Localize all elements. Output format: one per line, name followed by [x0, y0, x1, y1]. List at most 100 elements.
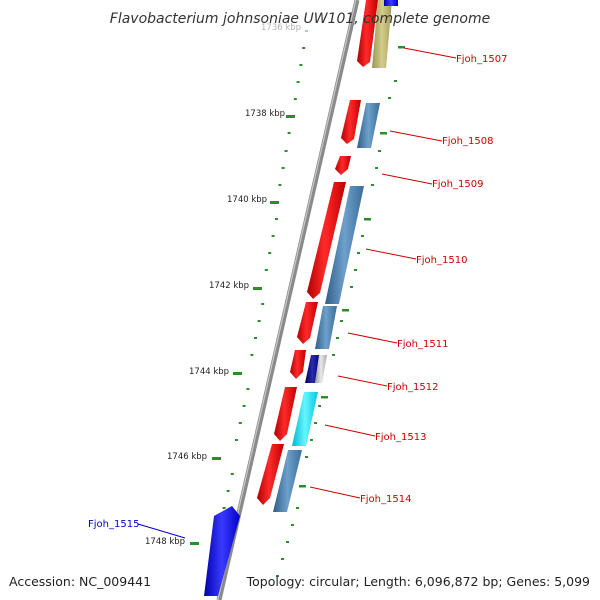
minor-tick — [361, 235, 364, 237]
minor-tick — [284, 150, 288, 152]
minor-tick — [357, 252, 360, 254]
minor-tick — [246, 388, 250, 390]
minor-tick — [261, 303, 265, 305]
kbp-label-1748: 1748 kbp — [145, 537, 185, 547]
gene-label-fjoh-1509[interactable]: Fjoh_1509 — [432, 179, 483, 190]
leader-fjoh-1507 — [403, 47, 457, 59]
gene-features — [204, 0, 398, 596]
minor-tick — [318, 405, 321, 407]
minor-tick — [299, 64, 303, 66]
minor-tick — [275, 218, 278, 220]
minor-tick — [268, 252, 272, 254]
major-tick — [270, 201, 279, 204]
gene-fjoh-1511-a[interactable] — [297, 302, 318, 344]
accession-text: Accession: NC_009441 — [9, 574, 151, 589]
kbp-labels: 1736 kbp 1738 kbp 1740 kbp 1742 kbp 1744… — [145, 23, 301, 547]
minor-tick — [271, 235, 275, 237]
kbp-label-1738: 1738 kbp — [245, 109, 285, 119]
gene-label-fjoh-1513[interactable]: Fjoh_1513 — [375, 432, 426, 443]
minor-tick — [305, 30, 308, 32]
leader-fjoh-1513 — [324, 424, 376, 437]
gene-fjoh-1514-b[interactable] — [273, 450, 302, 512]
gene-label-fjoh-1515[interactable]: Fjoh_1515 — [88, 519, 139, 530]
minor-tick — [257, 320, 261, 322]
minor-tick — [378, 150, 381, 152]
gene-fjoh-1512-a[interactable] — [290, 350, 306, 379]
kbp-label-1736: 1736 kbp — [261, 23, 301, 33]
minor-tick — [281, 558, 284, 560]
gene-fjoh-1513-b[interactable] — [292, 392, 318, 446]
minor-tick — [278, 184, 282, 186]
minor-tick — [296, 507, 299, 509]
minor-tick — [250, 354, 254, 356]
gene-fjoh-1511-b[interactable] — [315, 306, 337, 349]
genome-backbone — [216, 0, 360, 600]
minor-tick — [332, 354, 335, 356]
gene-fjoh-1509[interactable] — [335, 156, 351, 175]
minor-tick — [388, 97, 391, 99]
gene-label-fjoh-1507[interactable]: Fjoh_1507 — [456, 54, 507, 65]
minor-tick — [235, 439, 238, 441]
label-leaders — [137, 47, 457, 539]
leader-fjoh-1509 — [381, 173, 433, 185]
minor-tick — [230, 473, 234, 475]
minor-tick — [281, 167, 285, 169]
gene-fjoh-1513-a[interactable] — [274, 387, 297, 441]
minor-tick — [350, 286, 353, 288]
gene-label-fjoh-1510[interactable]: Fjoh_1510 — [416, 255, 467, 266]
gene-label-fjoh-1508[interactable]: Fjoh_1508 — [442, 136, 493, 147]
gene-fjoh-1507-a[interactable] — [357, 0, 378, 67]
gene-labels: Fjoh_1507 Fjoh_1508 Fjoh_1509 Fjoh_1510 … — [88, 54, 507, 530]
minor-tick — [287, 132, 291, 134]
gene-label-fjoh-1514[interactable]: Fjoh_1514 — [360, 494, 411, 505]
minor-tick — [238, 422, 242, 424]
minor-tick — [226, 490, 230, 492]
minor-tick — [305, 456, 308, 458]
minor-tick — [394, 80, 397, 82]
major-tick — [253, 287, 262, 290]
minor-tick — [291, 524, 294, 526]
inner-tick-track — [190, 30, 308, 594]
gene-label-fjoh-1511[interactable]: Fjoh_1511 — [397, 339, 448, 350]
kbp-label-1742: 1742 kbp — [209, 281, 249, 291]
gene-fjoh-1515[interactable] — [204, 506, 240, 596]
gene-fjoh-1514-a[interactable] — [257, 444, 284, 505]
major-tick — [286, 115, 295, 118]
major-tick — [233, 372, 242, 375]
minor-tick — [380, 132, 387, 135]
minor-tick — [296, 81, 300, 83]
topology-text: Topology: circular; Length: 6,096,872 bp… — [246, 574, 590, 589]
minor-tick — [302, 47, 306, 49]
gene-label-fjoh-1512[interactable]: Fjoh_1512 — [387, 382, 438, 393]
gene-fjoh-1508-a[interactable] — [341, 100, 361, 144]
gene-fjoh-1507-b[interactable] — [372, 0, 392, 68]
minor-tick — [276, 575, 279, 577]
minor-tick — [293, 98, 297, 100]
gene-fjoh-1507-c[interactable] — [384, 0, 398, 6]
minor-tick — [375, 167, 378, 169]
leader-fjoh-1508 — [389, 130, 443, 142]
leader-fjoh-1514 — [309, 486, 361, 499]
minor-tick — [242, 405, 246, 407]
gene-fjoh-1510-a[interactable] — [307, 182, 346, 299]
kbp-label-1740: 1740 kbp — [227, 195, 267, 205]
minor-tick — [398, 46, 405, 49]
minor-tick — [254, 337, 257, 339]
gene-fjoh-1512-c[interactable] — [315, 355, 327, 383]
map-title: Flavobacterium johnsoniae UW101, complet… — [110, 11, 490, 27]
minor-tick — [354, 269, 357, 271]
kbp-label-1744: 1744 kbp — [189, 367, 229, 377]
major-tick — [212, 457, 221, 460]
minor-tick — [222, 507, 226, 509]
leader-fjoh-1512 — [337, 375, 388, 387]
gene-fjoh-1510-b[interactable] — [325, 186, 364, 304]
major-tick — [190, 542, 199, 545]
minor-tick — [342, 309, 349, 312]
leader-fjoh-1511 — [347, 332, 398, 344]
gene-fjoh-1508-b[interactable] — [357, 103, 380, 148]
minor-tick — [340, 320, 343, 322]
minor-tick — [264, 269, 268, 271]
minor-tick — [336, 337, 339, 339]
minor-tick — [314, 422, 317, 424]
